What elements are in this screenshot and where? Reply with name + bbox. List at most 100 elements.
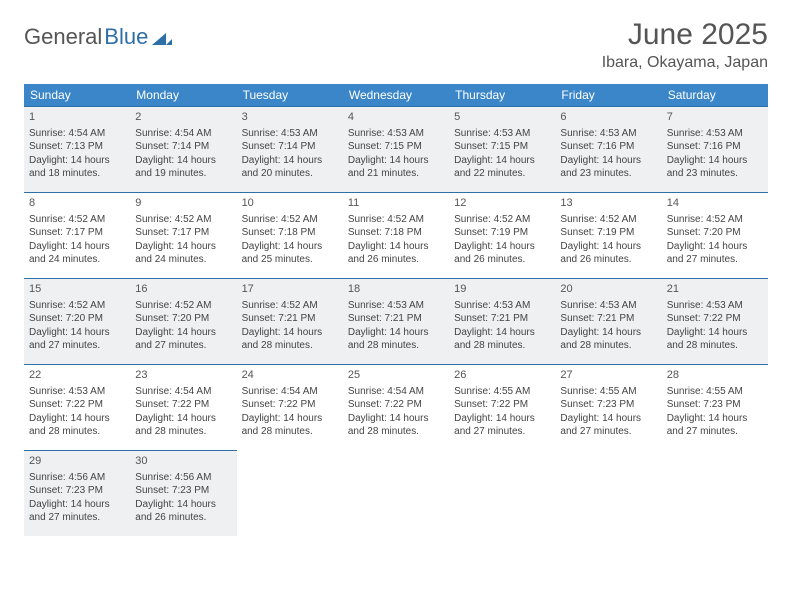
daylight-line: Daylight: 14 hours and 28 minutes. bbox=[560, 326, 656, 353]
day-number: 21 bbox=[667, 282, 763, 297]
day-number: 20 bbox=[560, 282, 656, 297]
day-cell: 10Sunrise: 4:52 AMSunset: 7:18 PMDayligh… bbox=[237, 192, 343, 278]
day-number: 15 bbox=[29, 282, 125, 297]
sunset-line: Sunset: 7:15 PM bbox=[348, 140, 444, 154]
sunrise-line: Sunrise: 4:53 AM bbox=[348, 299, 444, 313]
sunrise-line: Sunrise: 4:55 AM bbox=[454, 385, 550, 399]
daylight-line: Daylight: 14 hours and 18 minutes. bbox=[29, 154, 125, 181]
sunrise-line: Sunrise: 4:54 AM bbox=[242, 385, 338, 399]
sunset-line: Sunset: 7:14 PM bbox=[135, 140, 231, 154]
header: GeneralBlue June 2025 Ibara, Okayama, Ja… bbox=[24, 18, 768, 72]
daylight-line: Daylight: 14 hours and 27 minutes. bbox=[135, 326, 231, 353]
day-number: 18 bbox=[348, 282, 444, 297]
day-number: 1 bbox=[29, 110, 125, 125]
day-cell: 14Sunrise: 4:52 AMSunset: 7:20 PMDayligh… bbox=[662, 192, 768, 278]
weekday-header: Thursday bbox=[449, 84, 555, 106]
day-number: 5 bbox=[454, 110, 550, 125]
sunrise-line: Sunrise: 4:52 AM bbox=[135, 213, 231, 227]
day-number: 23 bbox=[135, 368, 231, 383]
day-number: 16 bbox=[135, 282, 231, 297]
daylight-line: Daylight: 14 hours and 27 minutes. bbox=[29, 326, 125, 353]
day-number: 30 bbox=[135, 454, 231, 469]
day-number: 2 bbox=[135, 110, 231, 125]
day-number: 19 bbox=[454, 282, 550, 297]
day-cell: 16 Sunrise: 4:52 AMSunset: 7:20 PMDayligh… bbox=[130, 278, 236, 364]
daylight-line: Daylight: 14 hours and 24 minutes. bbox=[29, 240, 125, 267]
day-number: 12 bbox=[454, 196, 550, 211]
day-cell: 6Sunrise: 4:53 AMSunset: 7:16 PMDaylight… bbox=[555, 106, 661, 192]
day-cell: 5Sunrise: 4:53 AMSunset: 7:15 PMDaylight… bbox=[449, 106, 555, 192]
sunrise-line: Sunrise: 4:52 AM bbox=[242, 213, 338, 227]
sunset-line: Sunset: 7:14 PM bbox=[242, 140, 338, 154]
sunrise-line: Sunrise: 4:53 AM bbox=[667, 299, 763, 313]
sunset-line: Sunset: 7:22 PM bbox=[242, 398, 338, 412]
sunrise-line: Sunrise: 4:56 AM bbox=[29, 471, 125, 485]
day-number: 4 bbox=[348, 110, 444, 125]
day-cell: 9 Sunrise: 4:52 AMSunset: 7:17 PMDaylight… bbox=[130, 192, 236, 278]
sunset-line: Sunset: 7:20 PM bbox=[29, 312, 125, 326]
sunrise-line: Sunrise: 4:54 AM bbox=[135, 385, 231, 399]
daylight-line: Daylight: 14 hours and 28 minutes. bbox=[29, 412, 125, 439]
logo-text-1: General bbox=[24, 24, 102, 50]
title-block: June 2025 Ibara, Okayama, Japan bbox=[602, 18, 768, 72]
day-cell: 18 Sunrise: 4:53 AMSunset: 7:21 PMDayligh… bbox=[343, 278, 449, 364]
sunrise-line: Sunrise: 4:56 AM bbox=[135, 471, 231, 485]
empty-cell bbox=[343, 450, 449, 536]
day-number: 13 bbox=[560, 196, 656, 211]
weekday-header: Friday bbox=[555, 84, 661, 106]
sunset-line: Sunset: 7:20 PM bbox=[667, 226, 763, 240]
day-cell: 28Sunrise: 4:55 AMSunset: 7:23 PMDayligh… bbox=[662, 364, 768, 450]
daylight-line: Daylight: 14 hours and 26 minutes. bbox=[560, 240, 656, 267]
sunset-line: Sunset: 7:23 PM bbox=[135, 484, 231, 498]
day-number: 9 bbox=[135, 196, 231, 211]
daylight-line: Daylight: 14 hours and 28 minutes. bbox=[348, 326, 444, 353]
sunset-line: Sunset: 7:22 PM bbox=[454, 398, 550, 412]
day-cell: 3Sunrise: 4:53 AMSunset: 7:14 PMDaylight… bbox=[237, 106, 343, 192]
logo-icon bbox=[152, 29, 172, 45]
sunset-line: Sunset: 7:23 PM bbox=[560, 398, 656, 412]
sunrise-line: Sunrise: 4:53 AM bbox=[29, 385, 125, 399]
empty-cell bbox=[237, 450, 343, 536]
day-cell: 27 Sunrise: 4:55 AMSunset: 7:23 PMDayligh… bbox=[555, 364, 661, 450]
day-number: 26 bbox=[454, 368, 550, 383]
day-cell: 13Sunrise: 4:52 AMSunset: 7:19 PMDayligh… bbox=[555, 192, 661, 278]
day-cell: 23Sunrise: 4:54 AMSunset: 7:22 PMDayligh… bbox=[130, 364, 236, 450]
sunrise-line: Sunrise: 4:53 AM bbox=[560, 299, 656, 313]
sunset-line: Sunset: 7:22 PM bbox=[348, 398, 444, 412]
day-number: 6 bbox=[560, 110, 656, 125]
day-number: 25 bbox=[348, 368, 444, 383]
daylight-line: Daylight: 14 hours and 27 minutes. bbox=[667, 240, 763, 267]
sunset-line: Sunset: 7:21 PM bbox=[348, 312, 444, 326]
sunrise-line: Sunrise: 4:53 AM bbox=[242, 127, 338, 141]
daylight-line: Daylight: 14 hours and 27 minutes. bbox=[560, 412, 656, 439]
sunset-line: Sunset: 7:16 PM bbox=[667, 140, 763, 154]
day-cell: 11Sunrise: 4:52 AMSunset: 7:18 PMDayligh… bbox=[343, 192, 449, 278]
weekday-header: Saturday bbox=[662, 84, 768, 106]
sunset-line: Sunset: 7:20 PM bbox=[135, 312, 231, 326]
sunrise-line: Sunrise: 4:55 AM bbox=[667, 385, 763, 399]
daylight-line: Daylight: 14 hours and 24 minutes. bbox=[135, 240, 231, 267]
daylight-line: Daylight: 14 hours and 20 minutes. bbox=[242, 154, 338, 181]
sunset-line: Sunset: 7:13 PM bbox=[29, 140, 125, 154]
sunrise-line: Sunrise: 4:53 AM bbox=[454, 299, 550, 313]
sunrise-line: Sunrise: 4:52 AM bbox=[348, 213, 444, 227]
sunset-line: Sunset: 7:22 PM bbox=[667, 312, 763, 326]
calendar-grid: SundayMondayTuesdayWednesdayThursdayFrid… bbox=[24, 84, 768, 536]
day-number: 17 bbox=[242, 282, 338, 297]
day-cell: 25 Sunrise: 4:54 AMSunset: 7:22 PMDayligh… bbox=[343, 364, 449, 450]
day-number: 24 bbox=[242, 368, 338, 383]
sunrise-line: Sunrise: 4:55 AM bbox=[560, 385, 656, 399]
daylight-line: Daylight: 14 hours and 25 minutes. bbox=[242, 240, 338, 267]
sunrise-line: Sunrise: 4:54 AM bbox=[348, 385, 444, 399]
daylight-line: Daylight: 14 hours and 28 minutes. bbox=[348, 412, 444, 439]
day-cell: 30Sunrise: 4:56 AMSunset: 7:23 PMDayligh… bbox=[130, 450, 236, 536]
sunset-line: Sunset: 7:17 PM bbox=[135, 226, 231, 240]
sunrise-line: Sunrise: 4:52 AM bbox=[135, 299, 231, 313]
location: Ibara, Okayama, Japan bbox=[602, 54, 768, 72]
day-cell: 26Sunrise: 4:55 AMSunset: 7:22 PMDayligh… bbox=[449, 364, 555, 450]
daylight-line: Daylight: 14 hours and 27 minutes. bbox=[667, 412, 763, 439]
daylight-line: Daylight: 14 hours and 22 minutes. bbox=[454, 154, 550, 181]
day-number: 27 bbox=[560, 368, 656, 383]
sunrise-line: Sunrise: 4:52 AM bbox=[29, 213, 125, 227]
day-number: 14 bbox=[667, 196, 763, 211]
